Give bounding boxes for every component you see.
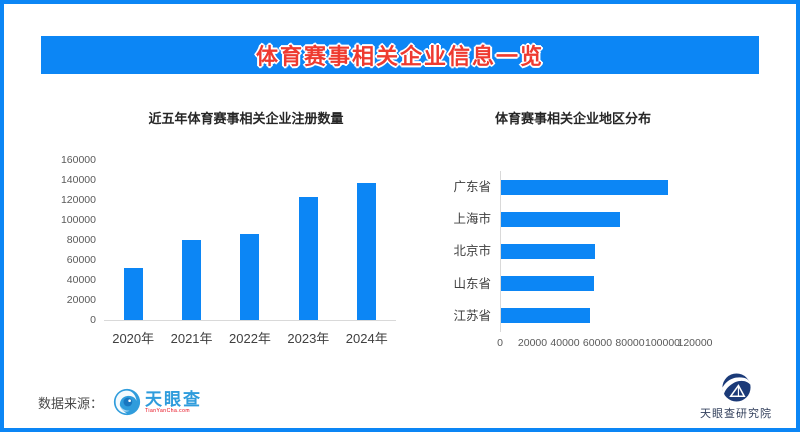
registrations-chart: 近五年体育赛事相关企业注册数量 0 20000 40000 60000 80000 100… (56, 112, 396, 350)
tianyancha-logo: 天眼查 TianYanCha.com (113, 388, 202, 416)
regions-chart-title: 体育赛事相关企业地区分布 (494, 111, 651, 126)
x-category-label: 2022年 (229, 331, 271, 346)
x-category-label: 2023年 (287, 331, 330, 346)
registrations-x-labels: 2020年 2021年 2022年 2023年 2024年 (104, 328, 396, 347)
x-tick-label: 20000 (517, 336, 548, 349)
tianyancha-subtext: TianYanCha.com (145, 407, 191, 414)
region-bar-row (501, 235, 711, 267)
y-tick-label: 100000 (60, 214, 96, 226)
page-title-banner: 体育赛事相关企业信息一览 (41, 36, 759, 74)
region-bar-row (501, 203, 711, 235)
region-label: 广东省 (453, 180, 491, 194)
x-category-label: 2020年 (112, 331, 155, 346)
region-bar (501, 243, 596, 259)
page-title: 体育赛事相关企业信息一览 (255, 44, 544, 69)
region-bar (501, 308, 591, 324)
region-label: 北京市 (453, 244, 491, 259)
regions-category-labels: 广东省上海市北京市山东省江苏省 (450, 171, 500, 332)
tianyancha-eye-icon (113, 388, 141, 416)
registration-bar (357, 183, 377, 320)
region-bar-row (501, 268, 711, 300)
tianyancha-name: 天眼查 (145, 389, 203, 409)
registrations-y-axis: 0 20000 40000 60000 80000 100000 120000 140000 1… (56, 154, 104, 326)
registrations-bars (104, 160, 396, 321)
y-tick-label: 40000 (66, 274, 96, 286)
y-tick-label: 160000 (60, 154, 96, 166)
y-tick-label: 120000 (60, 194, 96, 206)
research-institute-name: 天眼查研究院 (700, 408, 772, 420)
x-category-label: 2021年 (170, 331, 213, 346)
tianyancha-logo-text: 天眼查 TianYanCha.com (145, 391, 202, 414)
registration-bar (298, 197, 318, 320)
region-label: 山东省 (453, 276, 491, 291)
tianyancha-research-icon (721, 373, 751, 402)
data-source: 数据来源： 天眼查 TianYanCha.com (38, 388, 202, 416)
regions-bars (500, 171, 711, 332)
research-institute-logo: 天眼查研究院 (700, 372, 772, 421)
x-tick-label: 0 (497, 336, 503, 349)
registration-bar (182, 240, 202, 320)
regions-x-axis: 0 20000 40000 60000 80000 100000 120000 (497, 336, 713, 350)
y-tick-label: 60000 (66, 254, 96, 266)
y-tick-label: 0 (90, 314, 96, 326)
region-label: 上海市 (453, 212, 491, 227)
registrations-plot-area: 0 20000 40000 60000 80000 100000 120000 140000 1… (56, 154, 396, 326)
x-tick-label: 60000 (582, 336, 613, 349)
registration-bar (123, 268, 143, 320)
region-label: 江苏省 (453, 308, 491, 323)
x-tick-label: 100000 (644, 336, 681, 349)
y-tick-label: 140000 (60, 174, 96, 186)
region-bar-row (501, 171, 711, 203)
regions-chart: 体育赛事相关企业地区分布 广东省上海市北京市山东省江苏省 0 20000 40000… (450, 112, 720, 350)
region-bar (501, 276, 594, 292)
region-bar-row (501, 300, 711, 332)
registrations-chart-title: 近五年体育赛事相关企业注册数量 (148, 111, 344, 126)
region-bar (501, 179, 669, 195)
y-tick-label: 20000 (66, 294, 96, 306)
data-source-label: 数据来源： (38, 395, 104, 411)
regions-plot-area: 广东省上海市北京市山东省江苏省 (450, 171, 720, 332)
charts-row: 近五年体育赛事相关企业注册数量 0 20000 40000 60000 80000 100… (4, 112, 796, 350)
x-tick-label: 40000 (550, 336, 580, 349)
x-category-label: 2024年 (345, 331, 388, 346)
y-tick-label: 80000 (66, 234, 96, 246)
x-tick-label: 80000 (615, 336, 645, 349)
region-bar (501, 211, 620, 227)
x-tick-label: 120000 (677, 336, 713, 349)
registration-bar (240, 234, 260, 320)
